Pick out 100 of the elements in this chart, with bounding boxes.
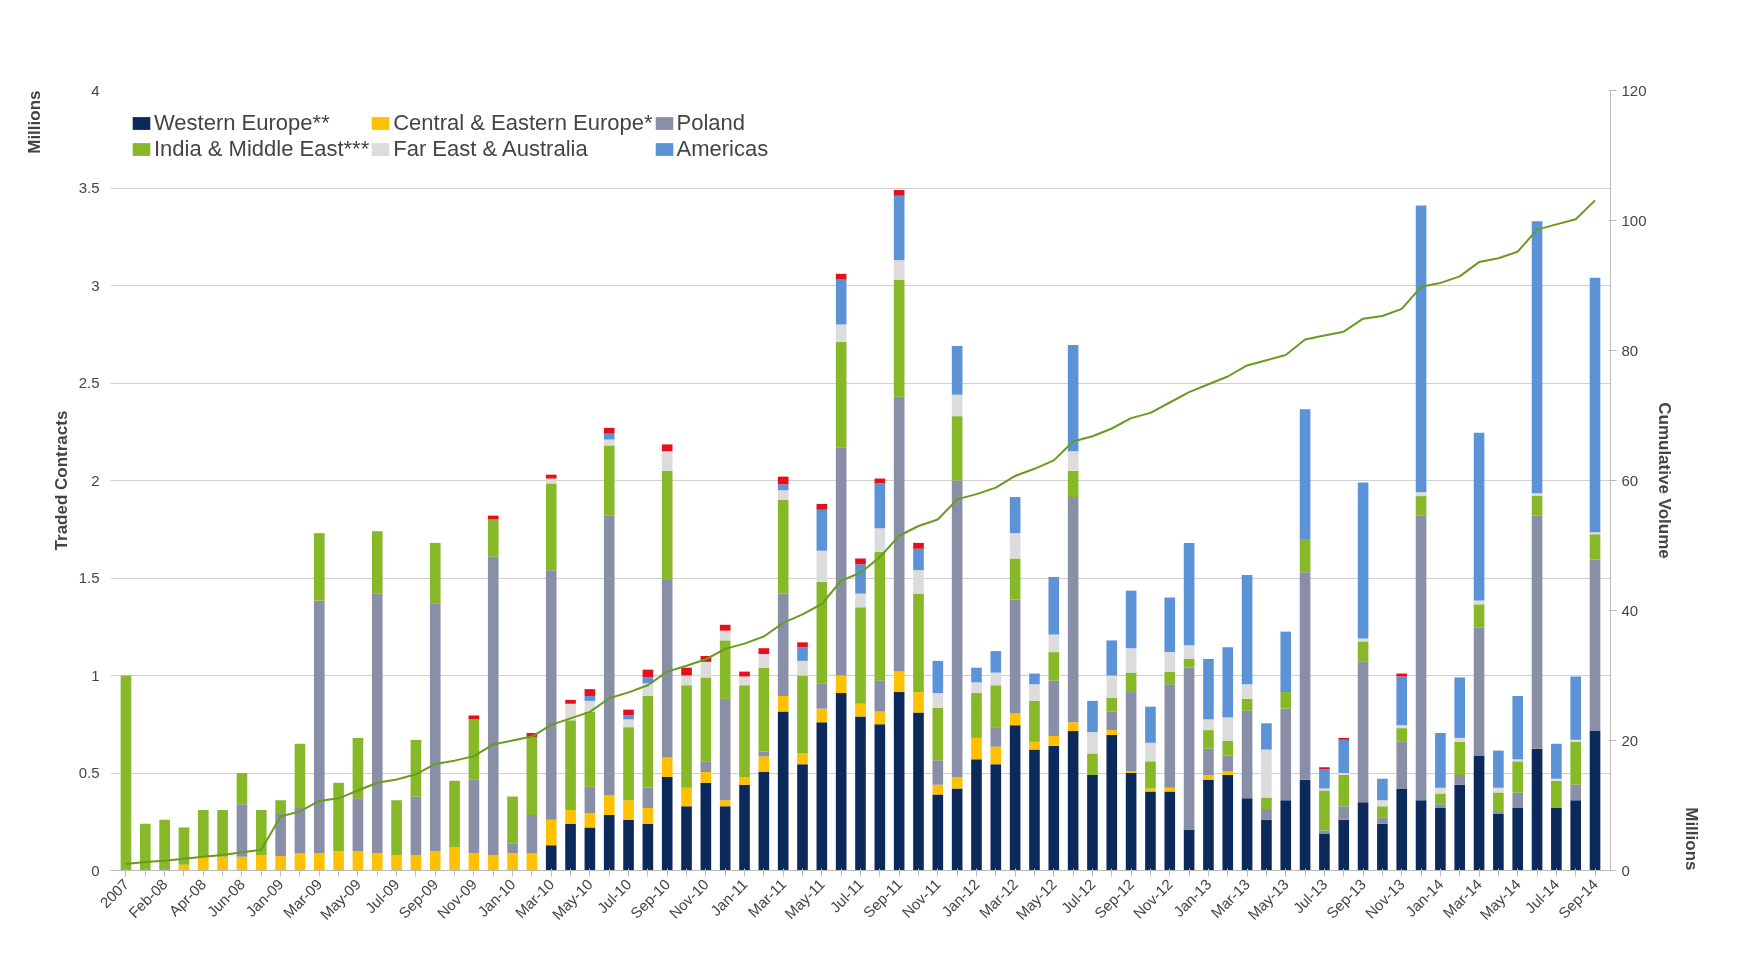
bar xyxy=(1145,706,1156,743)
bar xyxy=(932,794,944,871)
y-tick-label: 1.5 xyxy=(78,569,100,586)
bar xyxy=(1377,823,1388,871)
bar xyxy=(507,852,518,871)
bar xyxy=(1106,730,1118,735)
bar xyxy=(1067,470,1079,498)
bar xyxy=(835,273,847,280)
bar xyxy=(855,607,866,704)
bar xyxy=(1570,800,1582,871)
bar xyxy=(603,427,615,434)
y2-tick-label: 60 xyxy=(1621,471,1639,489)
bar xyxy=(951,776,963,789)
bar xyxy=(526,852,538,871)
bar xyxy=(835,675,847,694)
bar xyxy=(1415,496,1427,516)
bar xyxy=(1067,344,1079,452)
bar xyxy=(1357,802,1369,871)
bar xyxy=(681,667,692,676)
bar xyxy=(1222,740,1234,756)
bar xyxy=(352,798,364,851)
bar xyxy=(874,483,886,529)
bar xyxy=(584,827,596,871)
bar xyxy=(971,682,982,694)
bar xyxy=(1241,684,1253,699)
bar xyxy=(1531,221,1543,494)
y2-tick-label: 80 xyxy=(1621,341,1639,359)
bar xyxy=(835,447,847,676)
bar xyxy=(1396,788,1408,871)
bar xyxy=(1145,742,1156,762)
bar xyxy=(1222,717,1234,741)
bar xyxy=(545,483,557,571)
bar xyxy=(739,776,750,785)
bar xyxy=(971,737,982,760)
bar xyxy=(1377,778,1388,801)
bar xyxy=(932,707,944,761)
bar xyxy=(855,593,866,608)
bar xyxy=(468,779,480,853)
bar xyxy=(429,603,441,851)
bar xyxy=(1164,671,1176,685)
bar xyxy=(893,189,905,196)
bar xyxy=(1067,451,1079,471)
bar xyxy=(603,795,615,815)
bar xyxy=(1531,748,1543,871)
bar xyxy=(1493,750,1504,788)
bar xyxy=(1222,755,1234,772)
bar xyxy=(1415,492,1427,497)
bar xyxy=(1203,730,1214,749)
bar xyxy=(352,851,364,871)
bar xyxy=(835,279,847,325)
bar xyxy=(1357,661,1369,803)
bar xyxy=(835,693,847,871)
bar xyxy=(333,851,344,871)
bar xyxy=(1473,432,1485,601)
bar xyxy=(1009,599,1021,714)
bar xyxy=(584,711,596,787)
bar xyxy=(874,528,886,552)
bar xyxy=(1183,658,1195,668)
bar xyxy=(545,570,557,820)
bar xyxy=(1106,734,1118,871)
bar xyxy=(1183,645,1195,659)
bar xyxy=(410,796,422,855)
bar xyxy=(642,695,654,788)
bar xyxy=(487,519,499,557)
bar xyxy=(545,845,557,871)
bar xyxy=(797,675,808,754)
bar xyxy=(1203,748,1214,775)
bar xyxy=(1029,741,1040,750)
bar xyxy=(1009,497,1021,534)
bar xyxy=(1531,496,1543,516)
bar xyxy=(1048,577,1060,635)
bar xyxy=(1377,800,1388,807)
bar xyxy=(1183,829,1195,871)
bar xyxy=(391,800,402,855)
bar xyxy=(893,396,905,672)
bar xyxy=(739,676,750,686)
bar xyxy=(777,593,789,696)
bar xyxy=(217,810,228,857)
bar xyxy=(313,852,325,871)
bar xyxy=(1551,780,1562,809)
bar xyxy=(275,800,286,814)
y2-axis-title: Cumulative Volume xyxy=(1654,402,1674,559)
bar xyxy=(333,782,344,851)
bar xyxy=(816,708,828,723)
bar xyxy=(642,823,654,871)
bar xyxy=(971,693,982,738)
bar xyxy=(932,660,944,694)
bar xyxy=(1319,790,1330,831)
y-tick-label: 3.5 xyxy=(78,179,100,196)
bar xyxy=(1203,719,1214,731)
y-tick-label: 3 xyxy=(91,276,100,294)
bar xyxy=(1396,728,1408,742)
bar xyxy=(236,773,248,805)
bar xyxy=(275,813,286,856)
bar xyxy=(1454,741,1466,775)
bar xyxy=(371,852,383,871)
bar xyxy=(468,719,480,780)
bar xyxy=(1183,542,1195,646)
bar xyxy=(545,819,557,846)
bar xyxy=(816,503,828,510)
